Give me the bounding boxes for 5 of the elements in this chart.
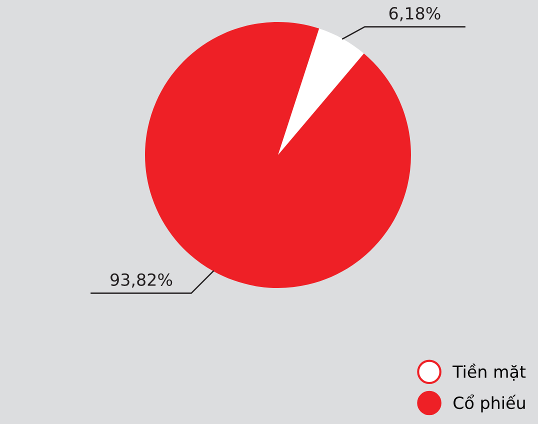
legend-label: Tiền mặt xyxy=(452,364,526,381)
data-label: 93,82% xyxy=(110,273,172,288)
data-label: 6,18% xyxy=(389,6,440,22)
legend-label: Cổ phiếu xyxy=(454,394,525,412)
pie-slice xyxy=(278,28,364,155)
